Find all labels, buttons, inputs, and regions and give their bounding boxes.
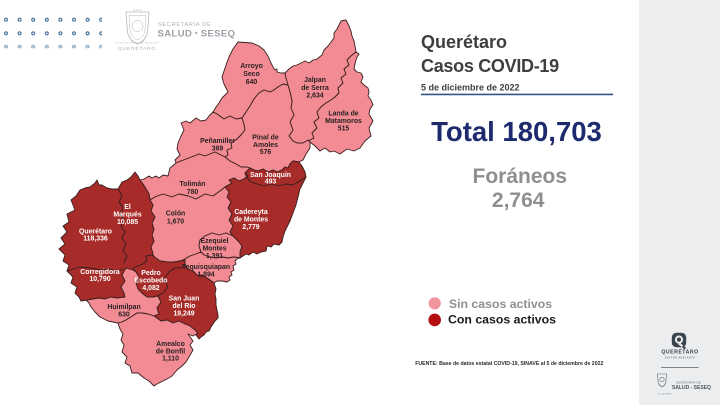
svg-text:118,336: 118,336	[83, 236, 108, 243]
svg-text:Seco: Seco	[243, 71, 259, 78]
svg-text:SALUD - SESEQ: SALUD - SESEQ	[672, 385, 711, 391]
svg-text:19,249: 19,249	[173, 311, 194, 318]
svg-text:Arroyo: Arroyo	[240, 63, 263, 70]
svg-text:1,670: 1,670	[167, 219, 184, 226]
svg-text:493: 493	[265, 179, 277, 186]
svg-text:515: 515	[338, 125, 350, 132]
svg-text:Tequisquiapan: Tequisquiapan	[182, 264, 230, 271]
svg-text:Amealco: Amealco	[156, 341, 185, 348]
svg-text:Con casos activos: Con casos activos	[448, 312, 556, 326]
svg-text:FUENTE: Base de datos estatal: FUENTE: Base de datos estatal COVID-19, …	[415, 361, 603, 367]
svg-text:Amoles: Amoles	[253, 142, 278, 149]
svg-text:10,790: 10,790	[89, 276, 110, 283]
svg-text:2,779: 2,779	[242, 224, 259, 231]
svg-text:Tolimán: Tolimán	[180, 181, 206, 188]
svg-text:Huimilpan: Huimilpan	[107, 304, 140, 311]
svg-text:2,764: 2,764	[492, 189, 545, 212]
svg-text:Ezequiel: Ezequiel	[201, 238, 229, 245]
svg-text:4,082: 4,082	[142, 285, 159, 292]
svg-text:Marqués: Marqués	[113, 212, 142, 219]
svg-text:San Juan: San Juan	[169, 296, 200, 303]
svg-text:2,634: 2,634	[306, 93, 323, 100]
svg-text:Foráneos: Foráneos	[473, 165, 568, 188]
svg-text:640: 640	[246, 79, 258, 86]
svg-text:del Río: del Río	[173, 303, 196, 310]
svg-text:1,894: 1,894	[197, 272, 214, 279]
svg-text:10,085: 10,085	[117, 219, 138, 226]
svg-text:Pedro: Pedro	[141, 270, 161, 277]
svg-text:de Bonfil: de Bonfil	[156, 349, 186, 356]
svg-text:PODER EJECUTIVO DEL ESTADO DE: PODER EJECUTIVO DEL ESTADO DE	[115, 42, 159, 45]
svg-text:Colón: Colón	[166, 211, 186, 218]
svg-text:369: 369	[212, 146, 224, 153]
svg-text:1,391: 1,391	[206, 253, 223, 260]
svg-text:Pinal de: Pinal de	[252, 134, 279, 141]
svg-text:576: 576	[260, 149, 272, 156]
svg-text:Peñamiller: Peñamiller	[200, 138, 235, 145]
svg-text:Cadereyta: Cadereyta	[234, 209, 267, 216]
svg-text:de Montes: de Montes	[234, 217, 268, 224]
svg-text:QUERÉTARO: QUERÉTARO	[118, 45, 156, 52]
svg-text:Querétaro: Querétaro	[79, 229, 112, 236]
svg-text:de Serra: de Serra	[301, 85, 329, 92]
svg-text:Sin casos activos: Sin casos activos	[449, 297, 552, 311]
svg-text:JUNTOS ADELANTE: JUNTOS ADELANTE	[665, 357, 696, 360]
svg-text:5 de diciembre de 2022: 5 de diciembre de 2022	[421, 82, 520, 92]
svg-text:Total 180,703: Total 180,703	[431, 116, 602, 147]
svg-text:1,110: 1,110	[162, 356, 179, 363]
svg-text:Jalpan: Jalpan	[304, 77, 326, 84]
svg-text:EL QUERÉTARO: EL QUERÉTARO	[658, 393, 672, 396]
svg-text:SECRETARÍA DE: SECRETARÍA DE	[158, 21, 211, 28]
svg-text:Landa de: Landa de	[328, 110, 358, 117]
svg-text:QUERÉTARO: QUERÉTARO	[661, 348, 698, 356]
svg-text:Casos COVID-19: Casos COVID-19	[421, 56, 559, 76]
svg-text:Matamoros: Matamoros	[325, 118, 362, 125]
svg-text:El: El	[124, 204, 131, 211]
svg-text:Escobedo: Escobedo	[135, 278, 168, 285]
svg-text:Querétaro: Querétaro	[421, 32, 507, 52]
svg-text:SALUD • SESEQ: SALUD • SESEQ	[158, 29, 236, 40]
svg-text:SECRETARÍA DE: SECRETARÍA DE	[676, 381, 701, 385]
svg-text:Montes: Montes	[202, 246, 226, 253]
svg-text:630: 630	[118, 311, 130, 318]
svg-text:Corregidora: Corregidora	[80, 269, 120, 276]
svg-text:San Joaquín: San Joaquín	[250, 172, 291, 179]
svg-text:780: 780	[187, 189, 199, 196]
